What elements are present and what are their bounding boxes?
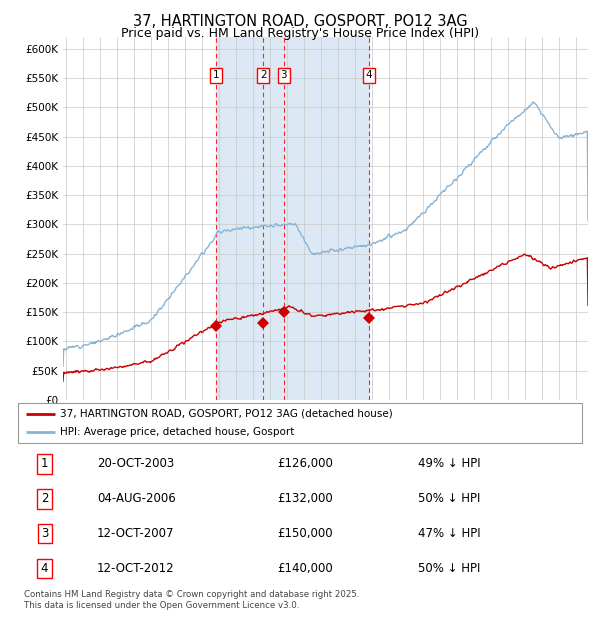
Text: 2: 2 (260, 70, 266, 80)
FancyBboxPatch shape (18, 403, 582, 443)
Text: 49% ↓ HPI: 49% ↓ HPI (418, 458, 481, 471)
Text: 2: 2 (41, 492, 48, 505)
Text: Contains HM Land Registry data © Crown copyright and database right 2025.
This d: Contains HM Land Registry data © Crown c… (24, 590, 359, 609)
Text: 4: 4 (365, 70, 372, 80)
Text: 50% ↓ HPI: 50% ↓ HPI (418, 492, 481, 505)
Bar (216, 37, 368, 400)
Text: 04-AUG-2006: 04-AUG-2006 (97, 492, 176, 505)
Text: 12-OCT-2012: 12-OCT-2012 (97, 562, 175, 575)
Text: 12-OCT-2007: 12-OCT-2007 (97, 527, 175, 540)
Text: 4: 4 (41, 562, 48, 575)
Text: Price paid vs. HM Land Registry's House Price Index (HPI): Price paid vs. HM Land Registry's House … (121, 27, 479, 40)
Text: 37, HARTINGTON ROAD, GOSPORT, PO12 3AG (detached house): 37, HARTINGTON ROAD, GOSPORT, PO12 3AG (… (60, 409, 393, 419)
Text: 3: 3 (41, 527, 48, 540)
Text: 47% ↓ HPI: 47% ↓ HPI (418, 527, 481, 540)
Text: 1: 1 (41, 458, 48, 471)
Text: £150,000: £150,000 (277, 527, 333, 540)
Text: 20-OCT-2003: 20-OCT-2003 (97, 458, 174, 471)
Text: 37, HARTINGTON ROAD, GOSPORT, PO12 3AG: 37, HARTINGTON ROAD, GOSPORT, PO12 3AG (133, 14, 467, 29)
Text: £140,000: £140,000 (277, 562, 333, 575)
Text: 3: 3 (280, 70, 287, 80)
Text: HPI: Average price, detached house, Gosport: HPI: Average price, detached house, Gosp… (60, 427, 295, 438)
Text: £132,000: £132,000 (277, 492, 333, 505)
Text: 1: 1 (212, 70, 219, 80)
Text: 50% ↓ HPI: 50% ↓ HPI (418, 562, 481, 575)
Text: £126,000: £126,000 (277, 458, 334, 471)
